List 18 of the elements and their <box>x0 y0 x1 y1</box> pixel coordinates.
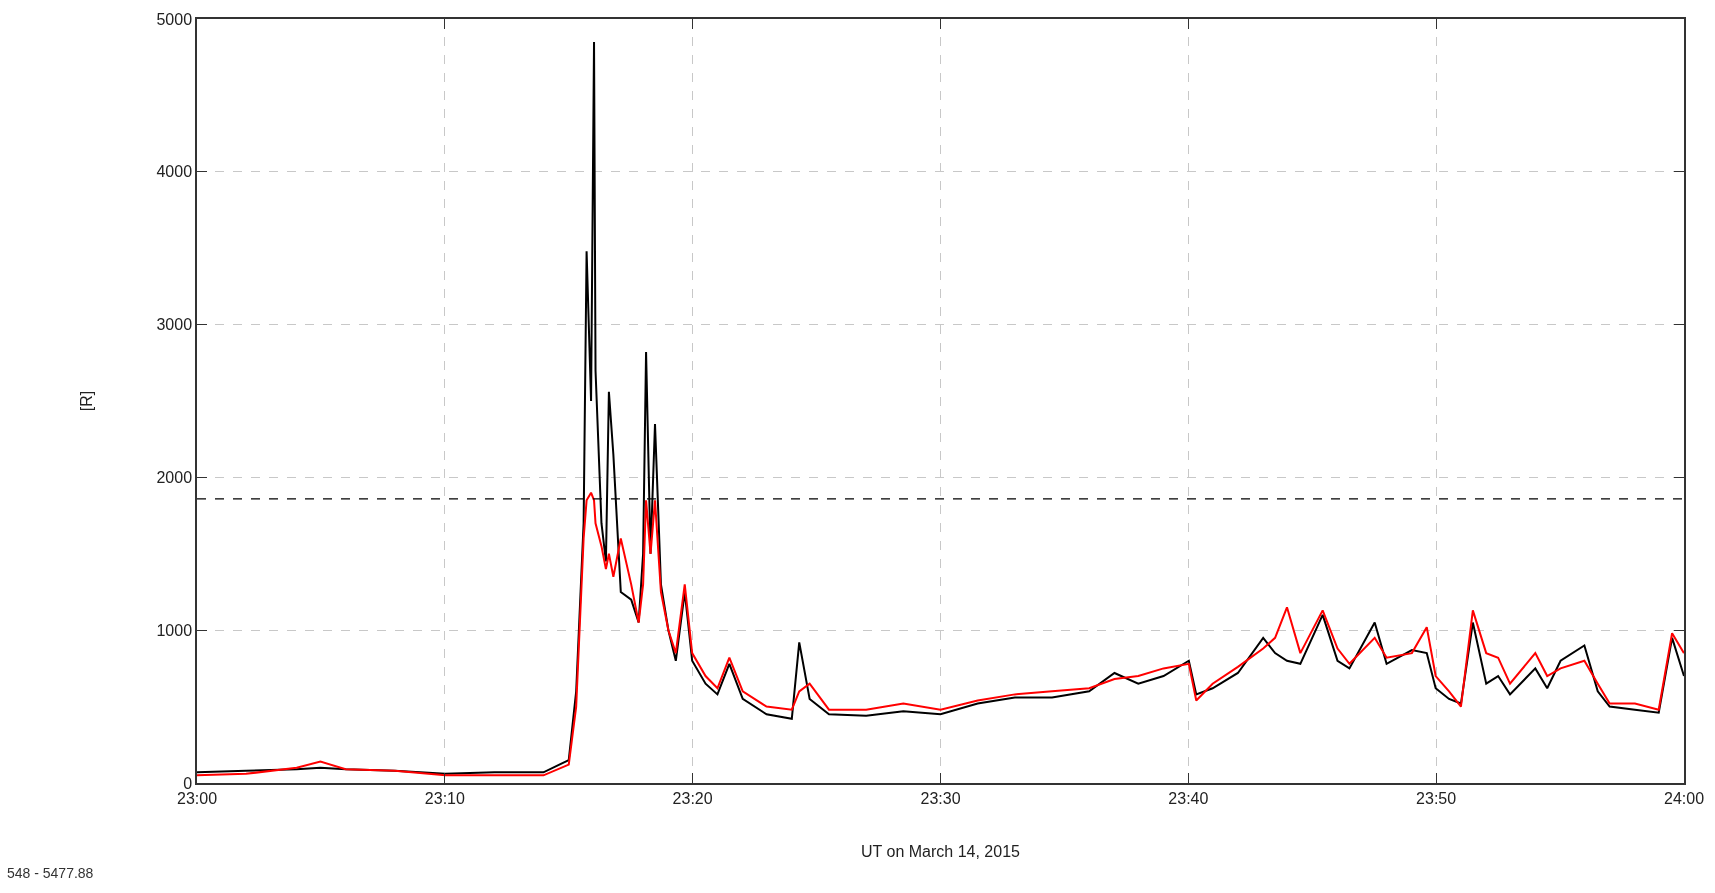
x-tick-label: 23:00 <box>176 789 218 807</box>
x-tick-label: 23:50 <box>1416 789 1457 807</box>
y-tick-label: 0 <box>183 774 193 792</box>
x-tick-label: 23:20 <box>672 789 713 807</box>
y-tick-label: 3000 <box>156 316 193 334</box>
y-tick-label: 5000 <box>156 10 193 28</box>
x-tick-label: 24:00 <box>1663 789 1705 807</box>
x-axis-title: UT on March 14, 2015 <box>861 843 1021 861</box>
x-tick-label: 23:30 <box>920 789 961 807</box>
y-tick-label: 1000 <box>156 621 193 639</box>
text: 548 - 5477.88 <box>7 865 94 881</box>
x-tick-label: 23:10 <box>424 789 465 807</box>
x-tick-label: 23:40 <box>1168 789 1209 807</box>
y-tick-label: 2000 <box>156 469 193 486</box>
y-axis-title: [R] <box>77 390 95 412</box>
line-series <box>197 40 1684 775</box>
line-series <box>197 491 1684 777</box>
y-tick-label: 4000 <box>156 163 193 181</box>
